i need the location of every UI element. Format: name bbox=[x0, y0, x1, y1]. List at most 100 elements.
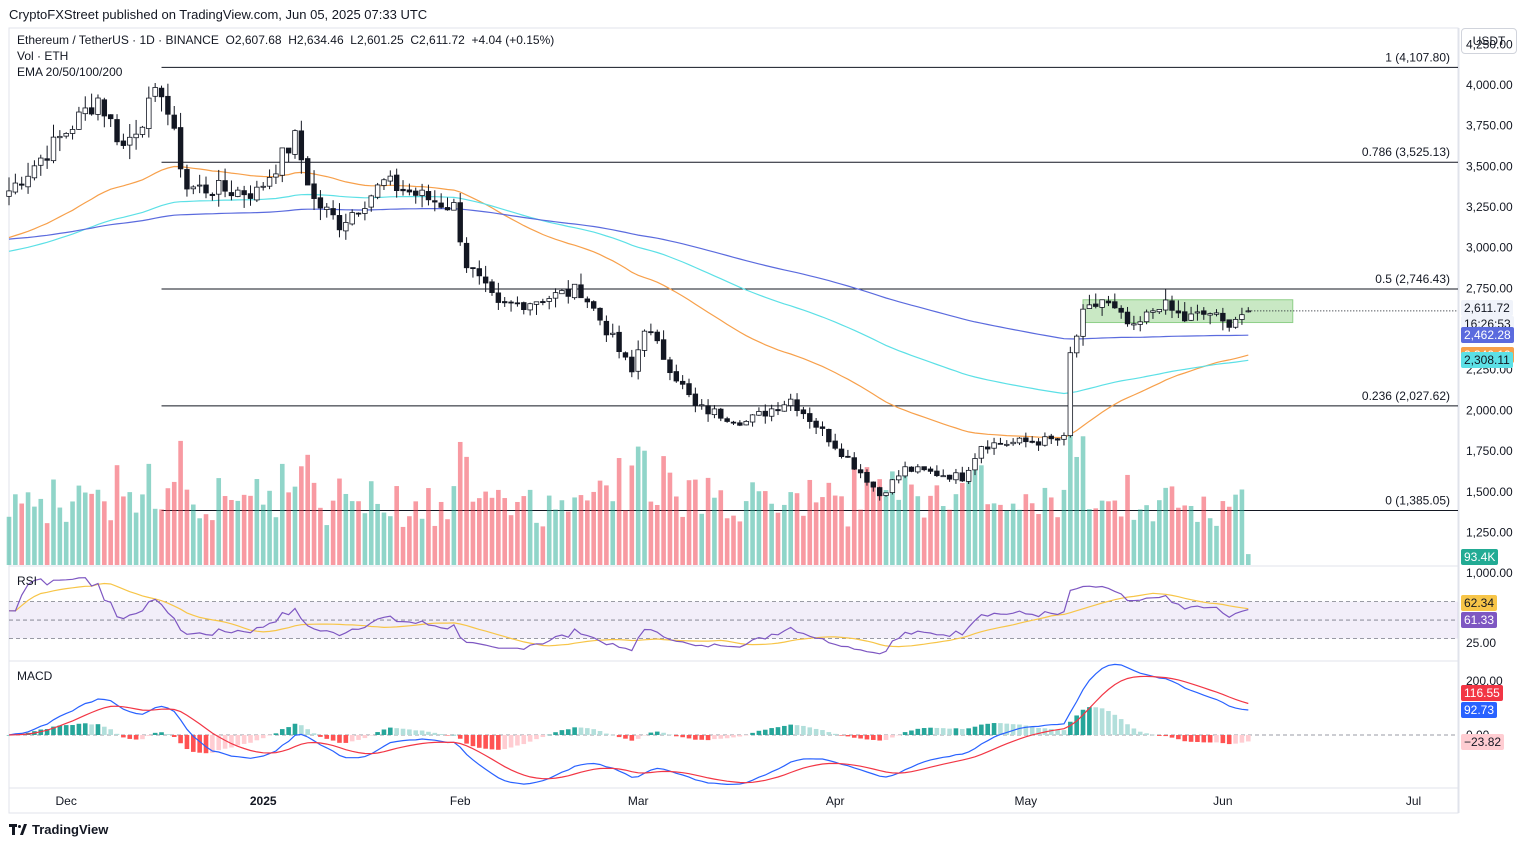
rsi-pane-label[interactable]: RSI bbox=[17, 574, 38, 588]
candle-body bbox=[641, 330, 648, 351]
volume-bar bbox=[508, 515, 514, 565]
volume-bar bbox=[1220, 501, 1226, 565]
volume-bar bbox=[222, 496, 228, 565]
macd-histogram-bar bbox=[165, 734, 171, 735]
macd-histogram-bar bbox=[1074, 715, 1079, 735]
publisher-line: CryptoFXStreet published on TradingView.… bbox=[9, 7, 428, 22]
volume-bar bbox=[1176, 507, 1181, 565]
candle-body bbox=[387, 175, 394, 182]
macd-histogram-bar bbox=[82, 723, 88, 735]
volume-bar bbox=[597, 480, 603, 565]
macd-histogram-bar bbox=[89, 724, 94, 735]
macd-histogram-bar bbox=[521, 735, 527, 745]
candle-body bbox=[1220, 312, 1226, 322]
macd-histogram-bar bbox=[210, 735, 215, 753]
volume-legend[interactable]: Vol · ETH bbox=[17, 49, 69, 63]
volume-bar bbox=[146, 463, 152, 565]
macd-histogram-bar bbox=[432, 732, 438, 735]
ema-legend[interactable]: EMA 20/50/100/200 bbox=[17, 65, 123, 79]
volume-bar bbox=[432, 525, 438, 565]
candle-body bbox=[203, 184, 209, 194]
volume-bar bbox=[152, 508, 158, 565]
macd-histogram-bar bbox=[343, 735, 349, 743]
macd-histogram-bar bbox=[788, 724, 793, 735]
macd-histogram-bar bbox=[851, 735, 857, 738]
y-tick-label: 4,000.00 bbox=[1466, 78, 1513, 92]
volume-bar bbox=[801, 515, 806, 565]
candle-body bbox=[965, 469, 972, 482]
volume-bar bbox=[756, 491, 762, 565]
volume-bar bbox=[629, 465, 635, 565]
macd-histogram-bar bbox=[902, 732, 908, 735]
footer-brand[interactable]: TradingView bbox=[9, 822, 108, 837]
volume-bar bbox=[1048, 497, 1054, 565]
macd-histogram-bar bbox=[229, 735, 234, 748]
volume-bar bbox=[356, 501, 361, 565]
volume-bar bbox=[553, 509, 558, 565]
macd-histogram-bar bbox=[127, 735, 133, 739]
volume-bar bbox=[1061, 489, 1067, 565]
macd-histogram-bar bbox=[171, 735, 177, 738]
volume-bar bbox=[909, 484, 914, 565]
volume-bar bbox=[737, 521, 743, 565]
macd-histogram-bar bbox=[1188, 735, 1194, 742]
candle-body bbox=[139, 126, 146, 135]
candle-body bbox=[482, 276, 489, 284]
volume-bar bbox=[648, 501, 654, 565]
candle-body bbox=[972, 458, 978, 471]
volume-bar bbox=[762, 491, 768, 565]
signal-tag: 116.55 bbox=[1461, 685, 1503, 701]
volume-bar bbox=[940, 506, 946, 565]
candle-body bbox=[381, 179, 387, 186]
rsi-ma-line bbox=[8, 582, 1249, 648]
candle-body bbox=[629, 356, 635, 373]
candle-body bbox=[1010, 441, 1016, 445]
candle-body bbox=[781, 404, 788, 412]
volume-bar bbox=[750, 482, 755, 565]
volume-bar bbox=[349, 501, 355, 565]
macd-histogram-bar bbox=[959, 728, 965, 735]
volume-bar bbox=[540, 526, 546, 565]
volume-bar bbox=[1157, 500, 1162, 565]
currency-button[interactable]: USDT bbox=[1461, 28, 1517, 54]
macd-histogram-bar bbox=[737, 735, 743, 737]
candle-body bbox=[667, 359, 673, 374]
volume-bar bbox=[102, 501, 107, 565]
candle-body bbox=[807, 413, 813, 422]
candle-body bbox=[1004, 443, 1010, 446]
macd-histogram-bar bbox=[534, 735, 539, 740]
volume-bar bbox=[318, 507, 323, 565]
volume-bar bbox=[845, 526, 851, 565]
candle-body bbox=[864, 471, 870, 483]
macd-histogram-bar bbox=[896, 735, 902, 736]
volume-bar bbox=[782, 504, 787, 565]
histogram-tag: −23.82 bbox=[1461, 734, 1505, 750]
macd-histogram-bar bbox=[1144, 733, 1149, 735]
candle-body bbox=[368, 195, 374, 208]
volume-bar bbox=[515, 501, 520, 565]
volume-bar bbox=[1010, 503, 1016, 565]
volume-bar bbox=[76, 485, 82, 565]
ema100-tag: 2,308.11 bbox=[1461, 352, 1513, 369]
rsi-line bbox=[8, 577, 1249, 655]
candle-body bbox=[235, 189, 241, 197]
macd-histogram-bar bbox=[966, 728, 971, 735]
macd-histogram-bar bbox=[1131, 728, 1137, 735]
macd-pane-label[interactable]: MACD bbox=[17, 669, 53, 683]
candle-body bbox=[19, 183, 25, 186]
volume-bar bbox=[445, 519, 450, 565]
y-tick-label: 3,750.00 bbox=[1466, 119, 1513, 133]
y-tick-label: 3,000.00 bbox=[1466, 241, 1513, 255]
candle-body bbox=[95, 97, 101, 115]
macd-histogram-bar bbox=[871, 735, 876, 740]
candle-body bbox=[845, 455, 851, 458]
macd-histogram-bar bbox=[699, 735, 705, 740]
symbol-name[interactable]: Ethereum / TetherUS · 1D · BINANCE bbox=[17, 33, 219, 47]
candle-body bbox=[749, 414, 756, 423]
volume-bar bbox=[13, 494, 18, 565]
macd-histogram-bar bbox=[44, 729, 50, 735]
macd-histogram-bar bbox=[597, 731, 603, 735]
volume-bar bbox=[623, 510, 628, 565]
volume-bar bbox=[305, 454, 310, 565]
